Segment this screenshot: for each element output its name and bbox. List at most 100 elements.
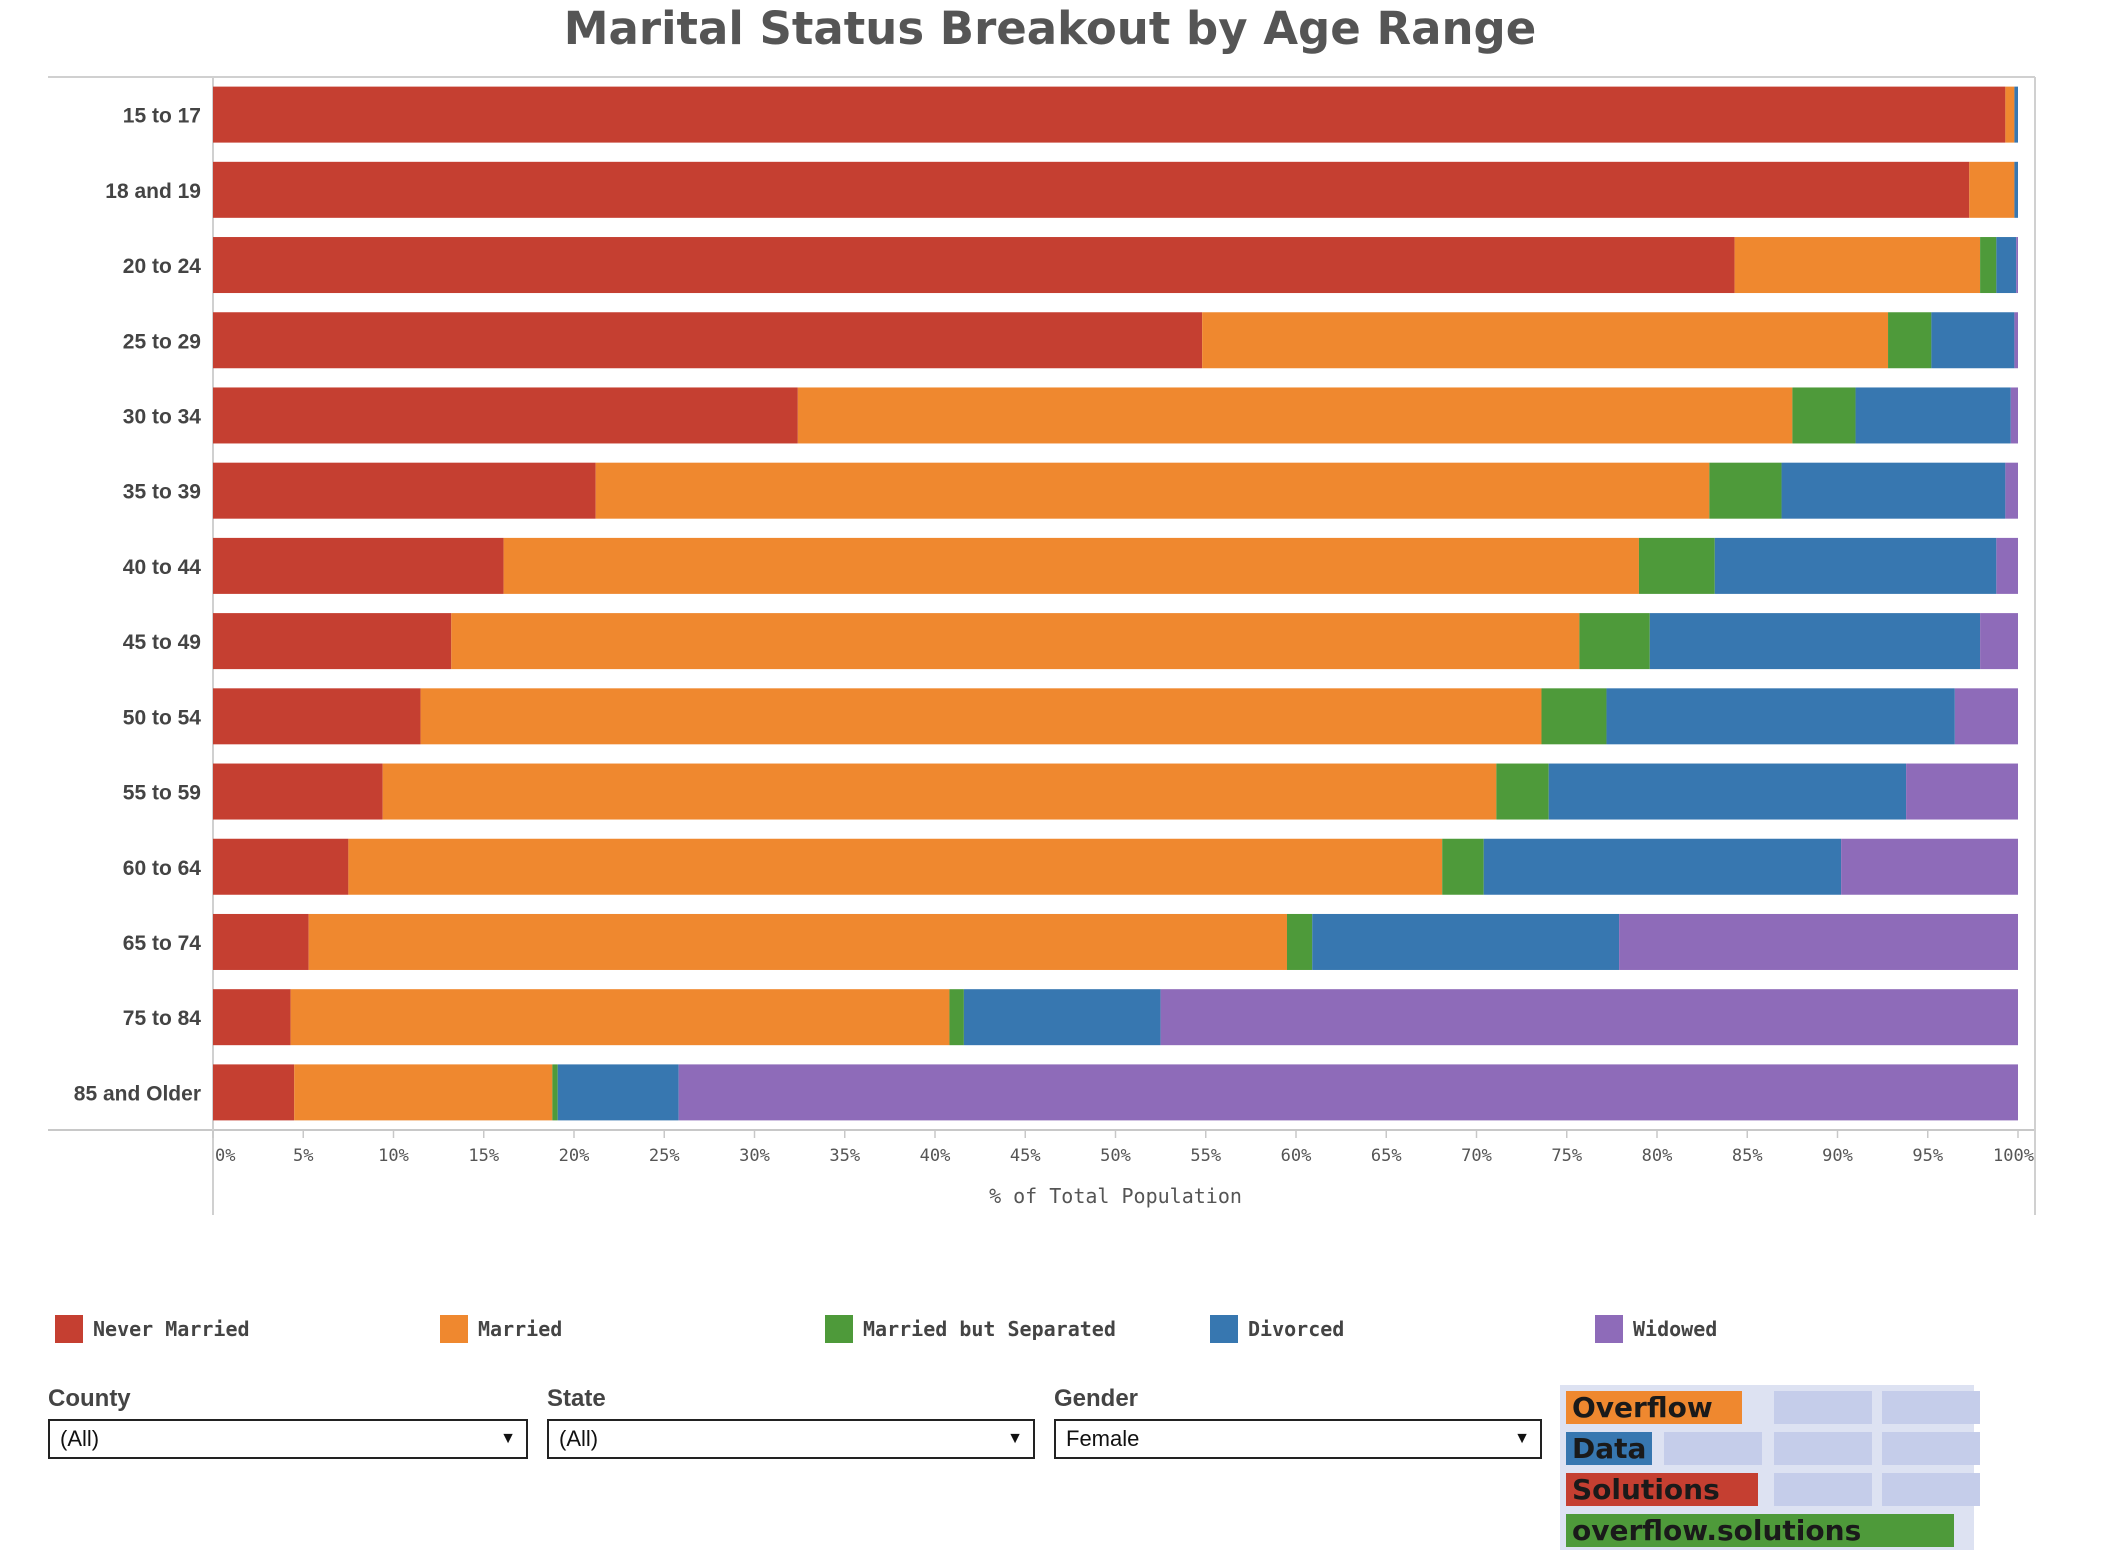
bar-segment-married [308, 913, 1287, 970]
bar-segment-widowed [2010, 387, 2018, 444]
bar-segment-widowed [1906, 763, 2018, 820]
bar-segment-never-married [213, 387, 798, 444]
bar-segment-married-but-separated [552, 1064, 558, 1121]
bar-segment-never-married [213, 913, 309, 970]
county-dropdown[interactable]: (All) ▼ [48, 1419, 528, 1459]
x-tick-label: 40% [920, 1146, 951, 1166]
bar-segment-divorced [963, 989, 1161, 1046]
chevron-down-icon: ▼ [1007, 1430, 1023, 1447]
bar-segment-divorced [557, 1064, 679, 1121]
gender-dropdown[interactable]: Female ▼ [1054, 1419, 1542, 1459]
x-tick-label: 0% [215, 1146, 235, 1166]
bar-segment-married [1734, 237, 1981, 294]
bar-segment-married-but-separated [1442, 838, 1484, 895]
bar-segment-married [503, 537, 1639, 594]
bar-segment-married [1202, 312, 1889, 369]
x-tick-label: 25% [649, 1146, 680, 1166]
bar-segment-widowed [678, 1064, 2019, 1121]
bar-segment-married-but-separated [1496, 763, 1549, 820]
chart-title: Marital Status Breakout by Age Range [563, 2, 1537, 55]
y-tick-label: 30 to 34 [123, 405, 202, 428]
y-tick-label: 18 and 19 [105, 180, 201, 203]
logo-line-data: Data [1566, 1432, 1652, 1465]
bar-segment-married [1969, 161, 2015, 218]
y-tick-label: 85 and Older [74, 1082, 201, 1105]
x-tick-label: 10% [378, 1146, 409, 1166]
legend-label: Never Married [93, 1317, 250, 1341]
x-tick-label: 30% [739, 1146, 770, 1166]
x-tick-label: 65% [1371, 1146, 1402, 1166]
bar-segment-widowed [2016, 237, 2018, 294]
county-filter-label: County [48, 1385, 131, 1412]
legend-item-widowed[interactable]: Widowed [1595, 1315, 1717, 1343]
legend-label: Married but Separated [863, 1317, 1116, 1341]
bar-segment-widowed [1954, 688, 2018, 745]
legend-item-never-married[interactable]: Never Married [55, 1315, 250, 1343]
bar-segment-married-but-separated [1638, 537, 1715, 594]
bar-segment-married-but-separated [949, 989, 964, 1046]
chevron-down-icon: ▼ [1514, 1430, 1530, 1447]
bar-segment-never-married [213, 613, 452, 670]
bar-segment-married [797, 387, 1793, 444]
legend-swatch [1595, 1315, 1623, 1343]
x-axis-title: % of Total Population [989, 1184, 1242, 1208]
y-tick-label: 50 to 54 [123, 706, 202, 729]
state-filter-label: State [547, 1385, 606, 1412]
state-dropdown-value: (All) [559, 1426, 599, 1451]
gender-dropdown-value: Female [1066, 1426, 1140, 1451]
y-tick-label: 40 to 44 [123, 556, 202, 579]
legend-item-divorced[interactable]: Divorced [1210, 1315, 1344, 1343]
gender-filter: Gender Female ▼ [1054, 1385, 1542, 1459]
bar-segment-never-married [213, 237, 1735, 294]
bar-segment-married [420, 688, 1542, 745]
bar-segment-widowed [2005, 462, 2018, 519]
x-tick-label: 75% [1551, 1146, 1582, 1166]
x-tick-label: 80% [1642, 1146, 1673, 1166]
county-dropdown-value: (All) [60, 1426, 100, 1451]
bar-segment-divorced [1996, 237, 2017, 294]
legend-swatch [1210, 1315, 1238, 1343]
x-tick-label: 15% [468, 1146, 499, 1166]
x-tick-label: 60% [1281, 1146, 1312, 1166]
bar-segment-divorced [1855, 387, 2011, 444]
bar-segment-never-married [213, 838, 349, 895]
bar-segment-never-married [213, 462, 596, 519]
bar-segment-divorced [1714, 537, 1997, 594]
legend: Never Married Married Married but Separate… [0, 1315, 2116, 1355]
legend-swatch [825, 1315, 853, 1343]
x-tick-label: 55% [1190, 1146, 1221, 1166]
y-tick-label: 25 to 29 [123, 330, 201, 353]
legend-label: Married [478, 1317, 563, 1341]
y-tick-label: 20 to 24 [123, 255, 202, 278]
y-tick-label: 75 to 84 [123, 1007, 202, 1030]
state-dropdown[interactable]: (All) ▼ [547, 1419, 1035, 1459]
bar-segment-married-but-separated [1792, 387, 1856, 444]
x-tick-label: 70% [1461, 1146, 1492, 1166]
bar-segment-never-married [213, 161, 1970, 218]
legend-swatch [440, 1315, 468, 1343]
y-tick-label: 35 to 39 [123, 481, 201, 504]
y-tick-label: 15 to 17 [123, 105, 201, 128]
legend-item-married[interactable]: Married [440, 1315, 562, 1343]
bar-segment-divorced [1649, 613, 1981, 670]
y-tick-label: 55 to 59 [123, 782, 201, 805]
bar-segment-never-married [213, 86, 2006, 143]
legend-item-married-but-separated[interactable]: Married but Separated [825, 1315, 1116, 1343]
bar-segment-married-but-separated [1579, 613, 1650, 670]
bar-segment-divorced [2014, 86, 2018, 143]
x-tick-label: 90% [1822, 1146, 1853, 1166]
bar-segment-divorced [1931, 312, 2015, 369]
bar-segment-widowed [1841, 838, 2018, 895]
legend-label: Divorced [1248, 1317, 1345, 1341]
logo-line-solutions: Solutions [1566, 1473, 1758, 1506]
bar-segment-widowed [1996, 537, 2018, 594]
bar-segment-divorced [1781, 462, 2006, 519]
bar-segment-married-but-separated [1286, 913, 1313, 970]
bar-segment-divorced [1548, 763, 1907, 820]
overflow-data-solutions-logo: Overflow Data Solutions overflow.solutio… [1560, 1385, 1980, 1550]
county-filter: County (All) ▼ [48, 1385, 528, 1459]
legend-label: Widowed [1633, 1317, 1718, 1341]
x-tick-label: 50% [1100, 1146, 1131, 1166]
bar-segment-married [595, 462, 1710, 519]
bar-segment-married-but-separated [1709, 462, 1782, 519]
